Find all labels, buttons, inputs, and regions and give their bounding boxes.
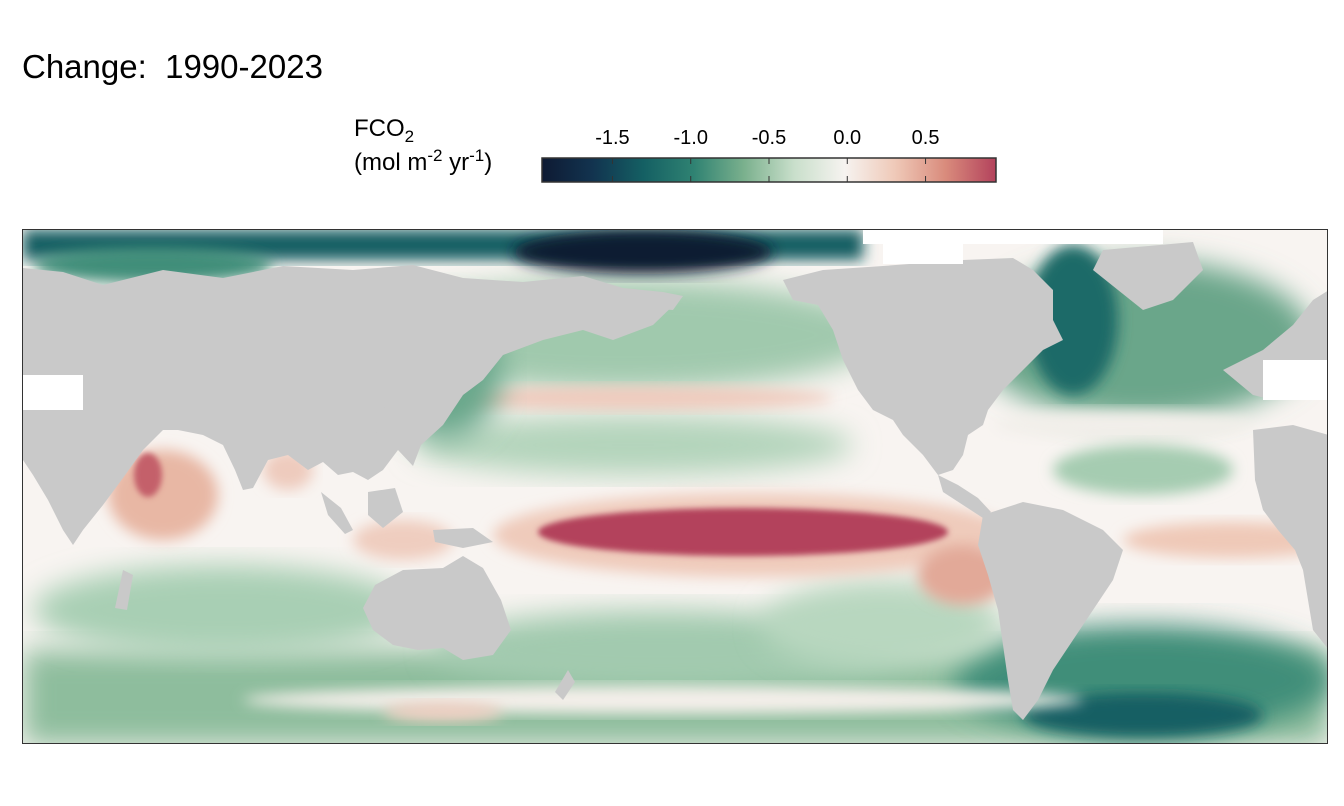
equatorial-pacific-outgassing [538, 508, 948, 556]
land-greenland [1093, 242, 1203, 310]
land-south-america [978, 502, 1123, 720]
land-australia [363, 556, 511, 660]
no-data-baltic [1263, 360, 1327, 400]
atlantic-white-band [993, 410, 1253, 440]
colorbar-tick-label: -1.0 [673, 127, 707, 149]
land-africa-east [1253, 425, 1327, 648]
map-frame [22, 229, 1328, 744]
no-data-caspian [23, 375, 83, 410]
southern-white-band [243, 686, 1083, 714]
land-eurasia [23, 265, 683, 545]
no-data-hudson [883, 244, 963, 264]
land-central-america [938, 475, 991, 518]
tropical-atlantic-pink [1123, 522, 1327, 558]
colorbar-tick-label: 0.0 [833, 127, 861, 149]
south-atlantic-core [1023, 693, 1263, 737]
no-data [23, 230, 1327, 410]
southern-pink-patch [383, 702, 503, 722]
land-madagascar [115, 570, 133, 610]
colorbar: -1.5 -1.0 -0.5 0.0 0.5 [541, 127, 997, 183]
gulf-stream-dark [1028, 245, 1118, 395]
land-sumatra [321, 492, 353, 534]
land-new-zealand [555, 670, 575, 700]
south-pacific-green-east [763, 580, 1003, 670]
colorbar-tick-label: -0.5 [752, 127, 786, 149]
land-kamchatka [623, 288, 683, 310]
colorbar-tick-label: -1.5 [595, 127, 629, 149]
land [23, 242, 1327, 720]
north-pacific-green-2 [413, 415, 853, 475]
land-japan [363, 400, 385, 438]
arabian-coast-red [134, 453, 162, 497]
barents-green [33, 247, 273, 283]
legend-units: (mol m-2 yr-1) [354, 146, 493, 176]
siberian-arctic-dark [513, 230, 773, 274]
land-new-guinea [433, 528, 493, 548]
no-data-arctic-east [863, 230, 1163, 244]
world-map [23, 230, 1327, 743]
north-pacific-pink-band [433, 386, 833, 410]
legend-title: FCO2 (mol m-2 yr-1) [354, 112, 492, 180]
land-borneo [368, 488, 403, 528]
maritime-pink [353, 520, 453, 560]
legend-variable: FCO2 [354, 115, 415, 146]
atlantic-green-south [1053, 445, 1233, 495]
map-title: Change: 1990-2023 [22, 48, 323, 85]
land-north-america [783, 258, 1063, 475]
colorbar-tick-label: 0.5 [912, 127, 940, 149]
south-indian-green [33, 565, 413, 655]
